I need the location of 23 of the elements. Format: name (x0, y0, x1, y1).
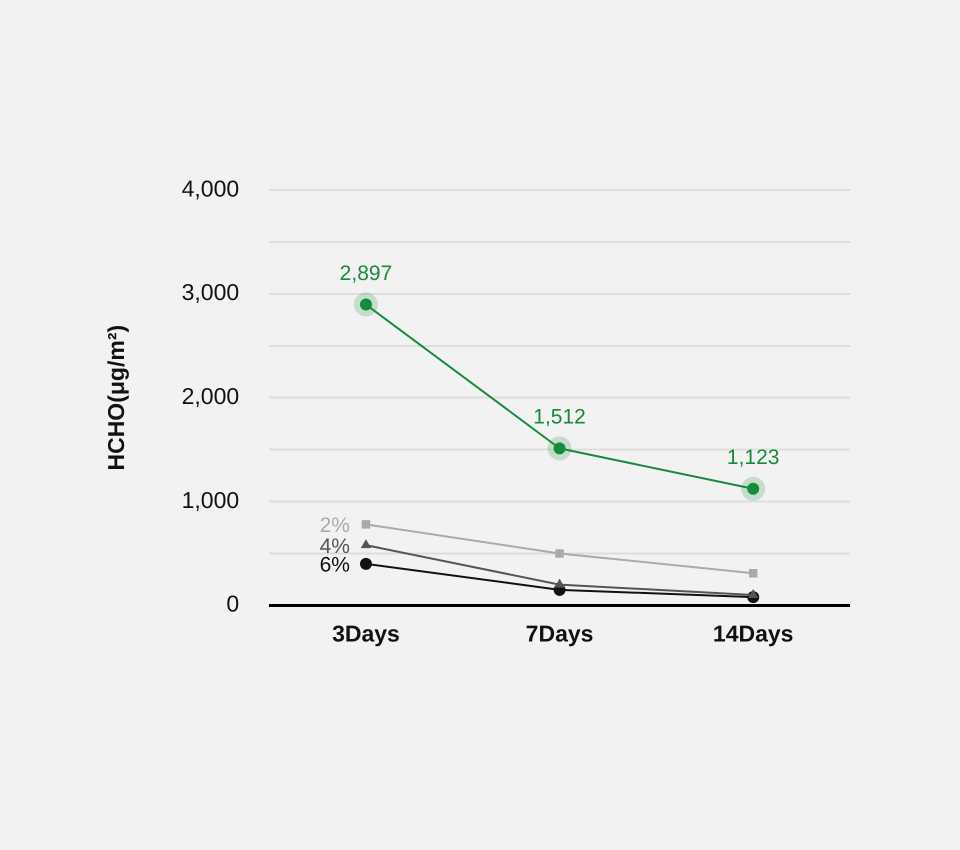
point (360, 558, 372, 570)
y-tick-label: 3,000 (182, 279, 240, 306)
point (555, 549, 564, 558)
x-tick-label: 7Days (526, 620, 594, 647)
point (748, 589, 758, 598)
series-label: 2% (320, 514, 350, 538)
y-tick-label: 0 (226, 590, 240, 617)
x-tick-label: 14Days (712, 620, 794, 647)
point (548, 436, 572, 460)
point (360, 539, 372, 548)
point (741, 476, 766, 501)
data-label: 1,123 (726, 446, 780, 470)
point (362, 520, 370, 529)
point (354, 292, 378, 317)
data-label: 2,897 (340, 262, 392, 285)
x-tick-label: 3Days (332, 620, 400, 647)
y-tick-label: 4,000 (182, 175, 240, 202)
data-label: 1,512 (533, 406, 586, 429)
y-tick-label: 2,000 (182, 383, 240, 410)
y-tick-label: 1,000 (182, 486, 240, 513)
point (748, 568, 758, 578)
y-axis-title: HCHO(μg/m²) (103, 324, 130, 471)
point (554, 578, 565, 588)
